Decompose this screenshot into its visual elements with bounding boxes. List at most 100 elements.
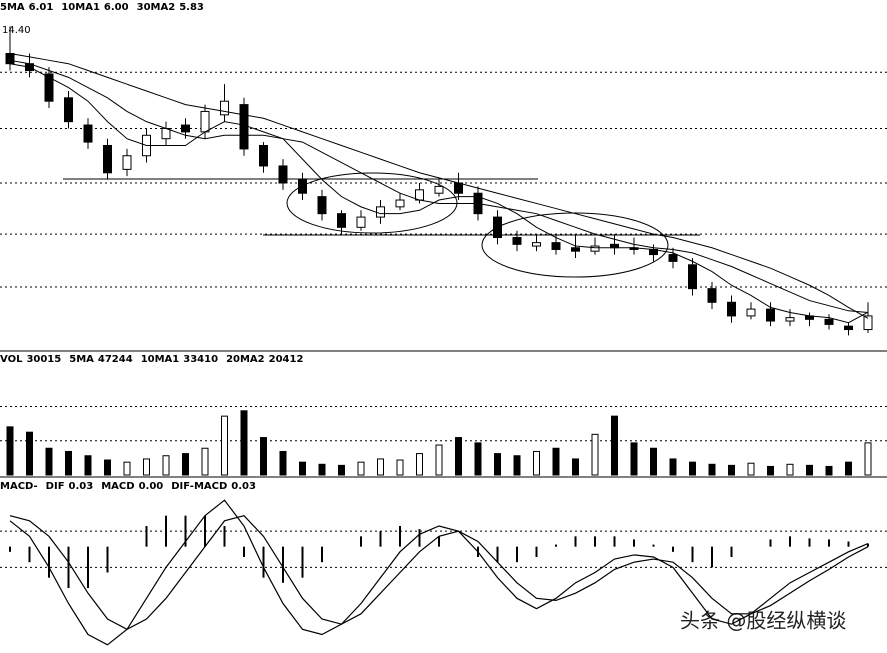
legend: VOL 30015 5MA 47244 10MA1 33410 20MA2 20412 — [0, 354, 303, 365]
volume-bar — [474, 442, 482, 476]
candle-body — [415, 189, 424, 201]
volume-bar — [240, 410, 248, 476]
volume-bar — [279, 450, 287, 476]
volume-bar — [747, 462, 755, 476]
volume-bar — [845, 461, 852, 476]
volume-bar — [6, 426, 14, 476]
candle-body — [200, 110, 210, 133]
legend-value: 0.03 — [231, 481, 256, 492]
legend-name: 30MA2 — [137, 2, 176, 13]
candle-body — [5, 52, 15, 65]
candle-body — [259, 145, 268, 167]
volume-bar — [689, 461, 696, 476]
candle-body — [844, 325, 853, 331]
candle-body — [863, 315, 873, 331]
volume-bar — [611, 415, 618, 476]
volume-bar — [260, 437, 267, 476]
volume-bar — [650, 447, 657, 476]
ma-line — [9, 63, 869, 324]
legend-value: 6.00 — [104, 2, 129, 13]
candle-body — [532, 242, 541, 247]
legend-name: 10MA1 — [61, 2, 100, 13]
candle-body — [161, 127, 171, 140]
candle-body — [298, 179, 307, 194]
volume-bar — [357, 461, 365, 476]
volume-bar — [455, 437, 462, 476]
macd-line — [9, 499, 869, 646]
max-price-label: 14.40 — [2, 25, 31, 36]
ma-line — [9, 52, 869, 319]
volume-bar — [318, 463, 326, 476]
volume-bar — [591, 433, 599, 476]
volume-bar — [767, 465, 774, 476]
volume-bar — [396, 459, 404, 476]
volume-bar — [143, 458, 150, 476]
volume-bar — [552, 447, 560, 476]
volume-bar — [338, 464, 345, 476]
volume-bar — [26, 431, 33, 476]
highlight-ellipse — [481, 212, 669, 278]
candle-body — [317, 196, 327, 215]
candle-body — [668, 254, 678, 262]
legend-name: MACD — [101, 481, 134, 492]
legend-value: 47244 — [98, 354, 133, 365]
candle-body — [376, 206, 385, 218]
volume-bar — [435, 444, 443, 476]
candle-body — [337, 213, 346, 228]
legend-name: VOL — [0, 354, 23, 365]
volume-bar — [513, 455, 521, 476]
volume-bar — [786, 463, 794, 476]
legend-value: 20412 — [269, 354, 304, 365]
macd-line — [9, 514, 869, 631]
candle-body — [610, 243, 619, 249]
legend-value: 30015 — [26, 354, 61, 365]
volume-bar — [728, 464, 735, 476]
legend-name: 20MA2 — [226, 354, 265, 365]
legend-value: 33410 — [183, 354, 218, 365]
legend-name: DIF — [46, 481, 65, 492]
candle-body — [746, 308, 756, 317]
legend: 5MA 6.01 10MA1 6.00 30MA2 5.83 — [0, 2, 204, 13]
candle-body — [103, 145, 112, 174]
legend-value: 6.01 — [29, 2, 54, 13]
volume-bar — [221, 415, 228, 476]
legend-name: DIF-MACD — [171, 481, 227, 492]
candle-body — [707, 288, 717, 303]
volume-bar — [806, 464, 813, 476]
volume-bar — [65, 450, 72, 476]
candle-body — [688, 264, 697, 290]
volume-bar — [669, 458, 677, 476]
volume-bar — [104, 459, 111, 476]
legend-value: 0.00 — [139, 481, 164, 492]
volume-bar — [630, 442, 638, 476]
candle-body — [512, 237, 522, 245]
watermark: 头条 @股经纵横谈 — [680, 609, 846, 633]
volume-bar — [377, 458, 384, 476]
volume-bar — [182, 453, 189, 476]
volume-bar — [825, 465, 833, 476]
candle-body — [181, 124, 190, 133]
volume-bar — [45, 447, 53, 476]
candle-body — [551, 242, 561, 250]
legend-name: 5MA — [0, 2, 25, 13]
volume-bar — [864, 442, 872, 476]
legend-title: MACD- — [0, 481, 38, 492]
volume-bar — [123, 461, 131, 476]
volume-bar — [533, 450, 540, 476]
candle-body — [493, 216, 502, 239]
candle-body — [239, 104, 249, 150]
candle-body — [571, 247, 580, 252]
legend-value: 0.03 — [69, 481, 94, 492]
ma-line — [9, 59, 869, 314]
volume-bar — [494, 453, 501, 476]
candle-body — [824, 318, 834, 325]
legend-name: 5MA — [69, 354, 94, 365]
candle-body — [44, 73, 54, 102]
volume-bar — [708, 463, 716, 476]
volume-bar — [416, 453, 423, 476]
legend-value: 5.83 — [179, 2, 204, 13]
legend-name: 10MA1 — [141, 354, 180, 365]
volume-bar — [84, 455, 92, 476]
